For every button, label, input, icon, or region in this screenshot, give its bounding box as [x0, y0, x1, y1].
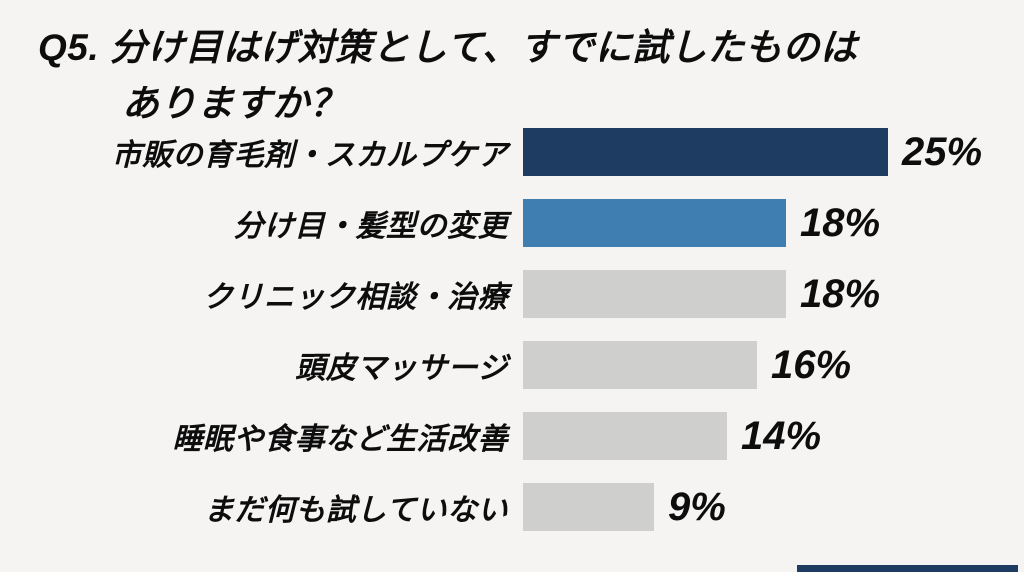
- bar: [523, 270, 786, 318]
- bar-chart: 市販の育毛剤・スカルプケア 25% 分け目・髪型の変更 18% クリニック相談・…: [0, 128, 1024, 554]
- category-label: 分け目・髪型の変更: [233, 210, 508, 243]
- bar: [523, 341, 757, 389]
- value-label: 25%: [902, 129, 983, 174]
- bar-row: 睡眠や食事など生活改善 14%: [0, 412, 1024, 460]
- value-label: 18%: [800, 271, 881, 316]
- bar: [523, 483, 654, 531]
- category-label: 市販の育毛剤・スカルプケア: [111, 139, 508, 172]
- bar-row: クリニック相談・治療 18%: [0, 270, 1024, 318]
- chart-title-line2: ありますか？: [122, 83, 347, 124]
- chart-title: Q5. 分け目はげ対策として、すでに試したものは ありますか？: [38, 20, 857, 132]
- bar: [523, 412, 727, 460]
- category-label: 頭皮マッサージ: [295, 352, 508, 385]
- bar: [523, 199, 786, 247]
- bar-row: 市販の育毛剤・スカルプケア 25%: [0, 128, 1024, 176]
- partial-bottom-bar: [797, 565, 1018, 572]
- bar: [523, 128, 888, 176]
- chart-title-line1: Q5. 分け目はげ対策として、すでに試したものは: [38, 27, 858, 68]
- category-label: クリニック相談・治療: [203, 281, 508, 314]
- category-label: 睡眠や食事など生活改善: [172, 423, 508, 456]
- bar-row: 頭皮マッサージ 16%: [0, 341, 1024, 389]
- category-label: まだ何も試していない: [203, 494, 508, 527]
- value-label: 16%: [771, 342, 852, 387]
- bar-row: まだ何も試していない 9%: [0, 483, 1024, 531]
- value-label: 14%: [741, 413, 822, 458]
- value-label: 9%: [668, 484, 726, 529]
- bar-row: 分け目・髪型の変更 18%: [0, 199, 1024, 247]
- value-label: 18%: [800, 200, 881, 245]
